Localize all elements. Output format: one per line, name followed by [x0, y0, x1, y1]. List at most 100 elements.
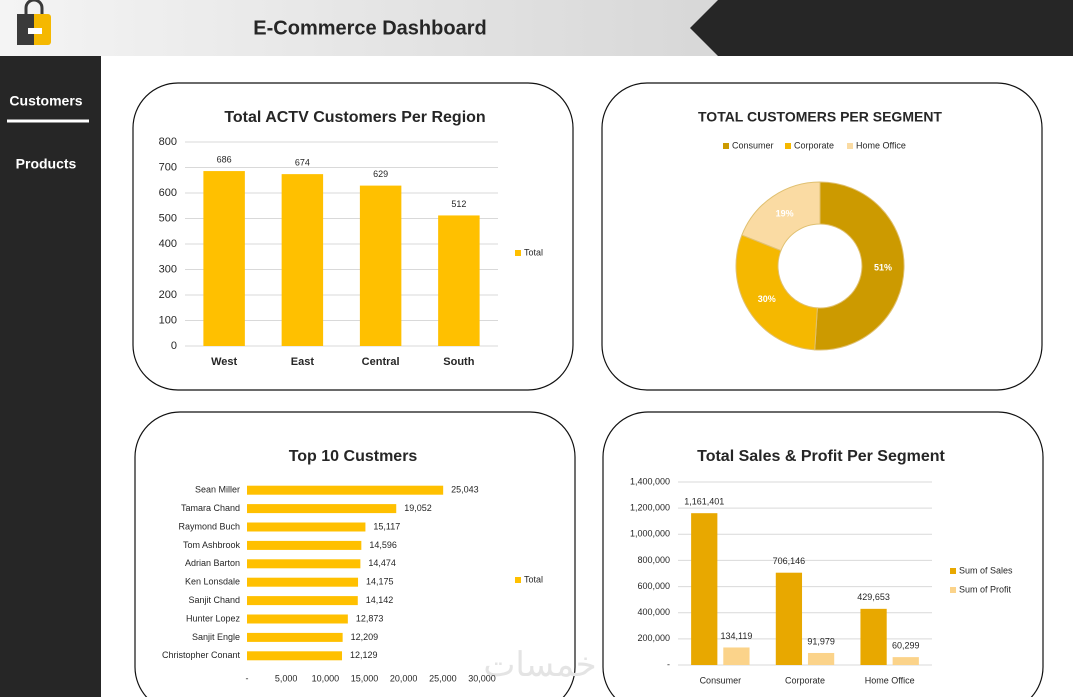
sidebar — [0, 56, 101, 697]
x-tick-label: Consumer — [700, 675, 742, 685]
x-tick-label: 10,000 — [312, 673, 340, 683]
x-tick-label: 15,000 — [351, 673, 379, 683]
legend-swatch — [847, 143, 853, 149]
data-label: 706,146 — [773, 556, 806, 566]
data-label: 19,052 — [404, 503, 432, 513]
bar — [247, 577, 359, 587]
x-tick-label: Corporate — [785, 675, 825, 685]
bar — [281, 174, 324, 346]
bar — [691, 513, 718, 665]
x-tick-label: South — [443, 356, 474, 368]
y-tick-label: Ken Lonsdale — [185, 577, 240, 587]
data-label: 14,175 — [366, 577, 394, 587]
bar — [247, 614, 348, 624]
data-label: 512 — [451, 199, 466, 209]
legend-swatch — [785, 143, 791, 149]
bar — [860, 608, 887, 665]
bar — [247, 559, 361, 569]
y-tick-label: Tamara Chand — [181, 503, 240, 513]
header-chevron — [690, 0, 1073, 56]
data-label: 30% — [758, 294, 776, 304]
x-tick-label: 5,000 — [275, 673, 298, 683]
y-tick-label: 1,400,000 — [630, 476, 670, 486]
y-tick-label: - — [667, 659, 670, 669]
y-tick-label: 1,000,000 — [630, 529, 670, 539]
y-tick-label: Tom Ashbrook — [183, 540, 241, 550]
data-label: 14,474 — [368, 558, 396, 568]
bar — [247, 651, 343, 661]
legend-swatch — [515, 250, 521, 256]
pie-slice — [814, 181, 905, 351]
logo — [17, 0, 51, 45]
panel — [132, 82, 574, 391]
legend-label: Total — [524, 574, 543, 584]
y-tick-label: 200 — [159, 289, 177, 301]
data-label: 91,979 — [807, 636, 835, 646]
data-label: 51% — [874, 262, 892, 272]
panel — [134, 411, 576, 697]
y-tick-label: Christopher Conant — [162, 650, 241, 660]
pie-slice — [741, 181, 821, 252]
y-tick-label: 400,000 — [637, 607, 670, 617]
data-label: 60,299 — [892, 640, 920, 650]
bar — [247, 540, 362, 550]
data-label: 15,117 — [373, 521, 400, 531]
legend-label: Home Office — [856, 140, 906, 150]
data-label: 14,596 — [369, 540, 397, 550]
data-label: 134,119 — [720, 631, 752, 641]
bar — [359, 185, 402, 346]
watermark: خمسات — [483, 646, 596, 684]
data-label: 14,142 — [366, 595, 394, 605]
y-tick-label: 200,000 — [637, 633, 670, 643]
bar — [247, 504, 397, 514]
legend-label: Corporate — [794, 140, 834, 150]
y-tick-label: 300 — [159, 263, 177, 275]
x-tick-label: - — [246, 673, 249, 683]
y-tick-label: Raymond Buch — [178, 521, 240, 531]
chart-title: Top 10 Custmers — [289, 448, 418, 465]
legend-label: Total — [524, 247, 543, 257]
data-label: 12,129 — [350, 650, 378, 660]
chart-title: Total Sales & Profit Per Segment — [697, 448, 945, 465]
bar — [892, 657, 919, 665]
y-tick-label: 800,000 — [637, 555, 670, 565]
legend-label: Sum of Sales — [959, 565, 1013, 575]
y-tick-label: 0 — [171, 340, 177, 352]
legend-swatch — [515, 577, 521, 583]
y-tick-label: 700 — [159, 161, 177, 173]
chart-title: Total ACTV Customers Per Region — [224, 109, 485, 126]
nav-item[interactable]: Products — [16, 156, 77, 172]
x-tick-label: Central — [362, 356, 400, 368]
y-tick-label: Adrian Barton — [185, 558, 240, 568]
y-tick-label: 100 — [159, 314, 177, 326]
y-tick-label: Hunter Lopez — [186, 613, 241, 623]
data-label: 12,209 — [351, 632, 379, 642]
y-tick-label: 400 — [159, 238, 177, 250]
nav-item[interactable]: Customers — [9, 93, 82, 109]
bar — [247, 632, 343, 642]
x-tick-label: East — [291, 356, 315, 368]
x-tick-label: 20,000 — [390, 673, 418, 683]
bar — [807, 652, 835, 665]
y-tick-label: 600 — [159, 187, 177, 199]
bar — [247, 485, 444, 495]
bar — [723, 647, 750, 665]
legend-swatch — [950, 568, 956, 574]
x-tick-label: Home Office — [865, 675, 915, 685]
y-tick-label: 1,200,000 — [630, 503, 670, 513]
bar — [438, 215, 480, 346]
data-label: 429,653 — [857, 592, 890, 602]
y-tick-label: Sanjit Chand — [188, 595, 240, 605]
pie-slice — [735, 234, 818, 351]
legend-label: Consumer — [732, 140, 774, 150]
x-tick-label: 30,000 — [468, 673, 496, 683]
data-label: 25,043 — [451, 485, 479, 495]
bar — [247, 522, 366, 532]
data-label: 686 — [217, 154, 232, 164]
bar — [203, 171, 245, 346]
header-title: E-Commerce Dashboard — [253, 17, 486, 39]
y-tick-label: 800 — [159, 136, 177, 148]
bar — [775, 572, 803, 665]
y-tick-label: 500 — [159, 212, 177, 224]
